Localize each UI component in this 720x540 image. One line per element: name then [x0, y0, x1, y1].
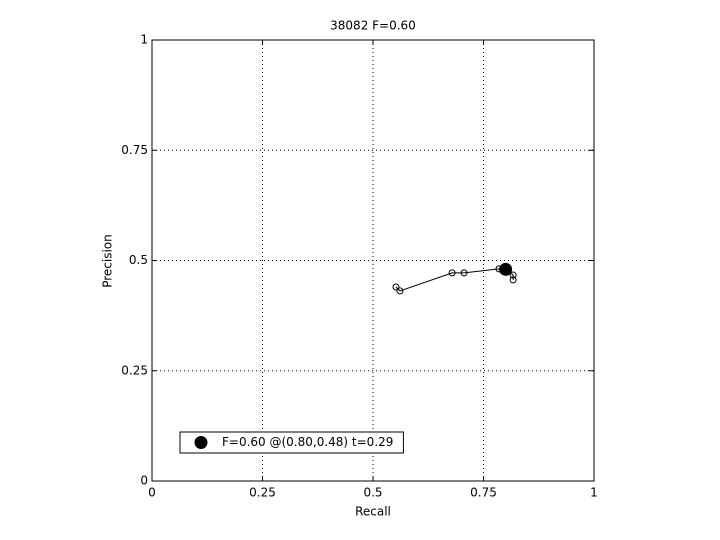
series-line — [395, 268, 514, 292]
x-tick-label: 0 — [148, 486, 156, 500]
x-tick-label: 0.75 — [470, 486, 497, 500]
y-tick-label: 0.25 — [121, 363, 148, 377]
x-tick-label: 0.25 — [249, 486, 276, 500]
legend-label: F=0.60 @(0.80,0.48) t=0.29 — [222, 435, 393, 449]
legend: F=0.60 @(0.80,0.48) t=0.29 — [179, 431, 404, 454]
point — [392, 283, 400, 291]
best-point — [499, 262, 513, 276]
legend-marker — [194, 436, 208, 449]
y-tick-label: 0 — [140, 474, 148, 488]
chart-title: 38082 F=0.60 — [330, 19, 416, 33]
y-tick-label: 0.5 — [129, 253, 148, 267]
point — [509, 271, 517, 279]
point — [509, 276, 517, 284]
plot-frame — [151, 39, 595, 482]
x-tick-label: 0.5 — [363, 486, 382, 500]
point — [396, 287, 404, 295]
y-axis-label: Precision — [101, 234, 115, 288]
point — [448, 269, 456, 277]
x-axis-label: Recall — [355, 505, 391, 519]
point — [460, 269, 468, 277]
x-tick-label: 1 — [590, 486, 598, 500]
y-tick-label: 0.75 — [121, 143, 148, 157]
y-tick-label: 1 — [140, 33, 148, 47]
legend-box — [179, 431, 404, 454]
